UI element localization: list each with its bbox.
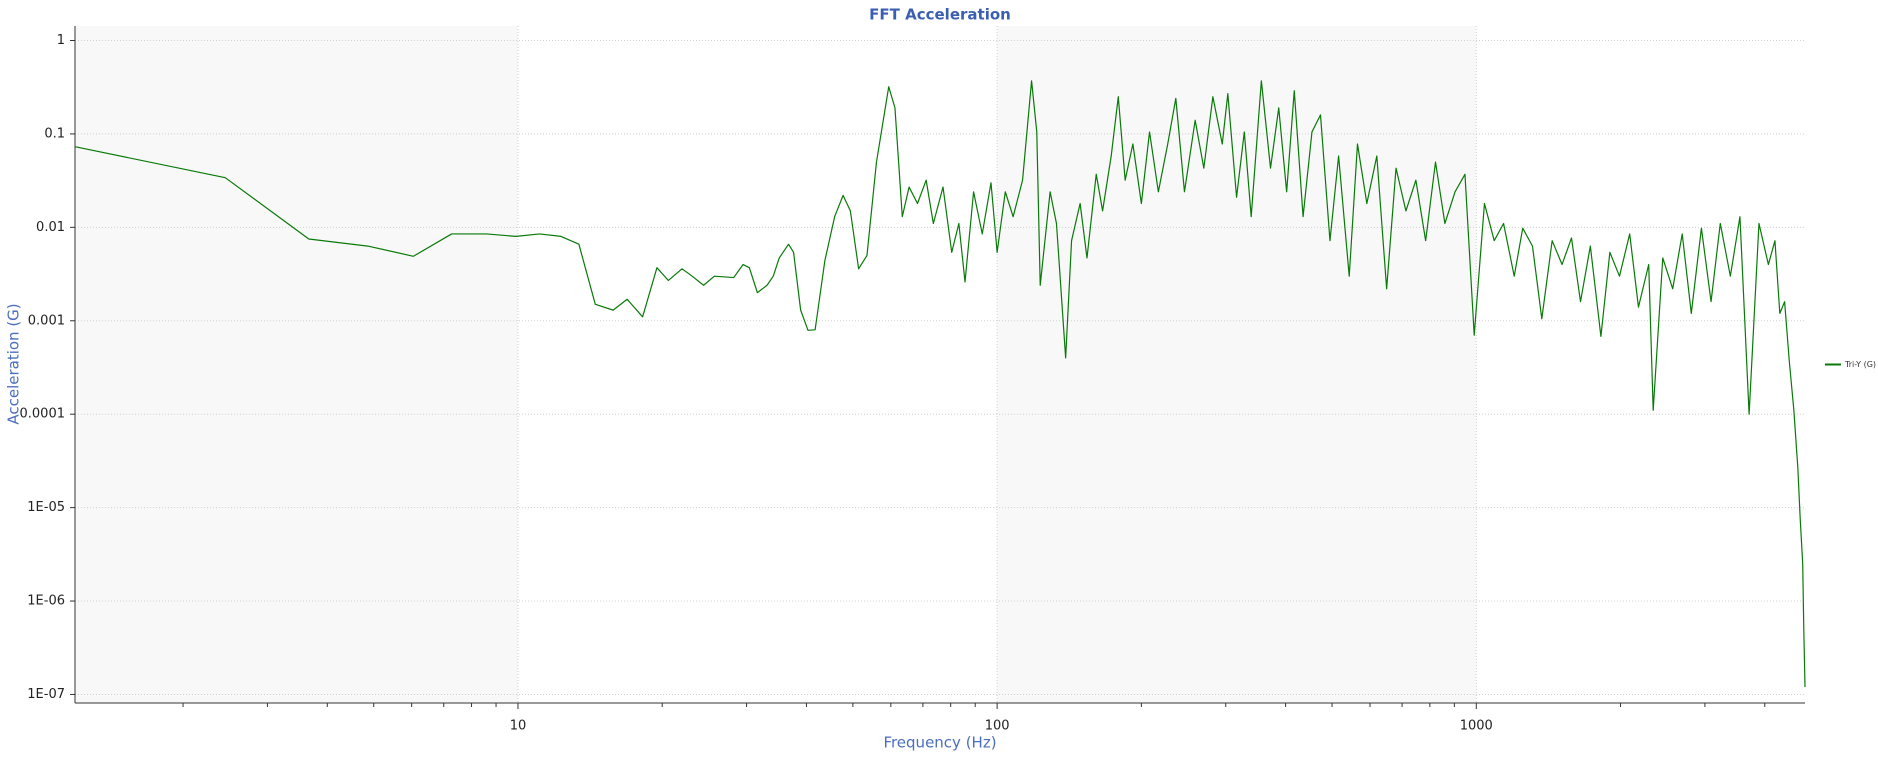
plot-band [1476, 26, 1805, 703]
y-tick-label: 0.0001 [20, 407, 66, 422]
plot-band [75, 26, 518, 703]
y-tick-label: 0.001 [28, 313, 65, 328]
x-tick-label: 100 [985, 719, 1010, 734]
y-tick-label: 1 [57, 33, 65, 48]
y-tick-label: 1E-05 [27, 500, 65, 515]
chart-title: FFT Acceleration [869, 6, 1011, 24]
y-axis-label: Acceleration (G) [5, 303, 23, 424]
y-tick-label: 1E-06 [27, 594, 65, 609]
series-line [74, 80, 1806, 688]
y-tick-label: 0.01 [36, 220, 65, 235]
plot-band [517, 26, 998, 703]
x-tick-label: 1000 [1460, 719, 1493, 734]
legend-label: Tri-Y (G) [1844, 360, 1876, 369]
x-tick-label: 10 [510, 719, 527, 734]
y-tick-label: 1E-07 [27, 687, 65, 702]
plot-band [997, 26, 1477, 703]
y-tick-label: 0.1 [44, 126, 65, 141]
x-axis-label: Frequency (Hz) [883, 734, 996, 752]
